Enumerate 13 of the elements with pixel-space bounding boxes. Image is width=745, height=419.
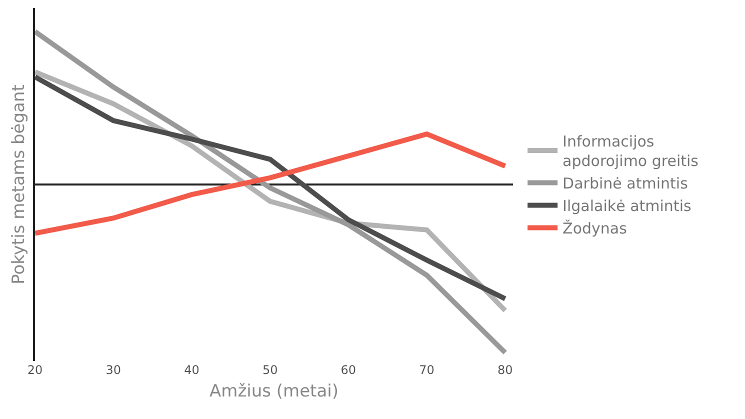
legend-label: Informacijos apdorojimo greitis [562, 132, 699, 170]
x-tick-label: 40 [184, 363, 200, 377]
x-tick-label: 70 [419, 363, 434, 377]
x-tick-label: 80 [498, 363, 513, 377]
x-axis-title: Amžius (metai) [210, 381, 338, 402]
y-axis-title: Pokytis metams bėgant [9, 84, 30, 284]
legend-label: Darbinė atmintis [562, 174, 688, 193]
x-tick-label: 20 [27, 363, 43, 377]
legend-label: Žodynas [562, 220, 628, 238]
x-tick-label: 30 [106, 363, 121, 377]
x-tick-label: 50 [262, 363, 278, 377]
x-tick-label: 60 [340, 363, 356, 377]
legend-label: Ilgalaikė atmintis [562, 197, 692, 216]
